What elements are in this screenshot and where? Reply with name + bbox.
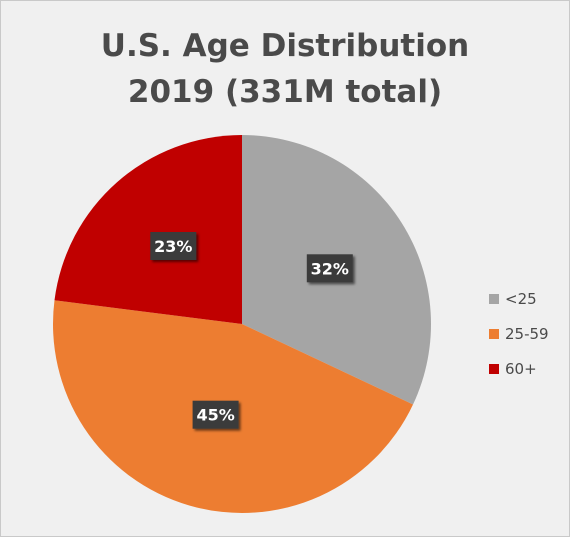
legend-item-under-25: <25 xyxy=(489,281,549,316)
legend-label-25-59: 25-59 xyxy=(505,324,549,343)
chart-title-line-1: U.S. Age Distribution xyxy=(100,28,470,64)
chart-title: U.S. Age Distribution 2019 (331M total) xyxy=(1,23,569,115)
data-label-25-59-text: 45% xyxy=(196,406,234,425)
data-label-under-25-box xyxy=(306,254,353,283)
data-label-under-25: 32% xyxy=(306,254,353,283)
legend-label-under-25: <25 xyxy=(505,289,537,308)
legend-item-60-plus: 60+ xyxy=(489,351,549,386)
legend-swatch-under-25 xyxy=(489,293,499,304)
data-label-60-plus-text: 23% xyxy=(154,237,192,256)
legend-item-25-59: 25-59 xyxy=(489,316,549,351)
legend-swatch-60-plus xyxy=(489,363,499,374)
data-label-25-59: 45% xyxy=(192,400,239,429)
legend-label-60-plus: 60+ xyxy=(505,359,537,378)
chart-title-line-2: 2019 (331M total) xyxy=(127,74,443,110)
data-label-60-plus-box xyxy=(150,232,197,260)
data-label-under-25-text: 32% xyxy=(311,259,349,278)
pie-slice-60-plus xyxy=(54,135,242,324)
data-label-25-59-box xyxy=(192,400,239,429)
data-label-60-plus: 23% xyxy=(150,232,197,260)
legend-swatch-25-59 xyxy=(489,328,499,339)
legend: <25 25-59 60+ xyxy=(489,281,549,386)
